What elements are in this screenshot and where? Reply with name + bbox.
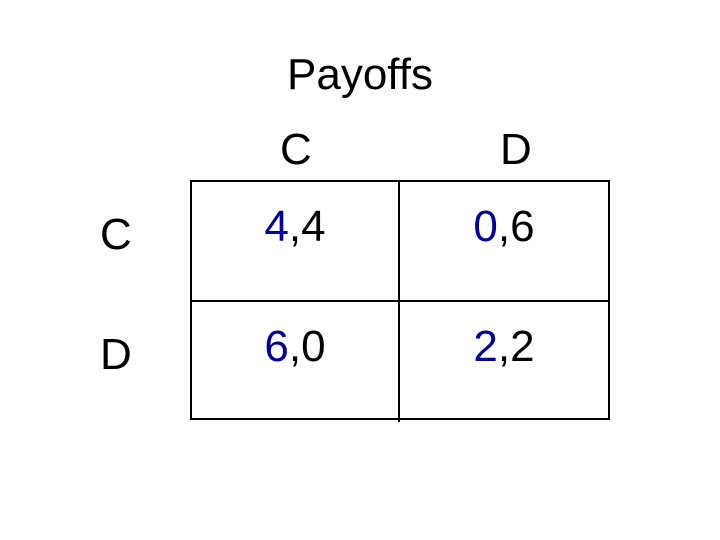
column-header-c: C xyxy=(280,125,312,175)
cell-cc: 4, 4 xyxy=(192,182,400,300)
payoff-comma: , xyxy=(289,322,301,372)
payoff-pair: 6, 0 xyxy=(264,322,325,372)
column-header-d: D xyxy=(500,125,532,175)
player1-payoff: 6 xyxy=(264,322,288,372)
table-row: 6, 0 2, 2 xyxy=(192,302,608,422)
player1-payoff: 4 xyxy=(264,202,288,252)
player2-payoff: 4 xyxy=(301,202,325,252)
payoff-pair: 0, 6 xyxy=(473,202,534,252)
player1-payoff: 2 xyxy=(473,322,497,372)
payoff-pair: 2, 2 xyxy=(473,322,534,372)
player1-payoff: 0 xyxy=(473,202,497,252)
row-header-d: D xyxy=(100,330,132,380)
player2-payoff: 0 xyxy=(301,322,325,372)
payoff-comma: , xyxy=(289,202,301,252)
player2-payoff: 6 xyxy=(510,202,534,252)
payoff-pair: 4, 4 xyxy=(264,202,325,252)
player2-payoff: 2 xyxy=(510,322,534,372)
cell-cd: 0, 6 xyxy=(400,182,608,300)
page-title: Payoffs xyxy=(0,50,720,100)
cell-dd: 2, 2 xyxy=(400,302,608,422)
payoff-matrix: 4, 4 0, 6 6, 0 2, 2 xyxy=(190,180,610,420)
row-header-c: C xyxy=(100,210,132,260)
payoff-comma: , xyxy=(498,202,510,252)
table-row: 4, 4 0, 6 xyxy=(192,182,608,302)
cell-dc: 6, 0 xyxy=(192,302,400,422)
payoff-comma: , xyxy=(498,322,510,372)
